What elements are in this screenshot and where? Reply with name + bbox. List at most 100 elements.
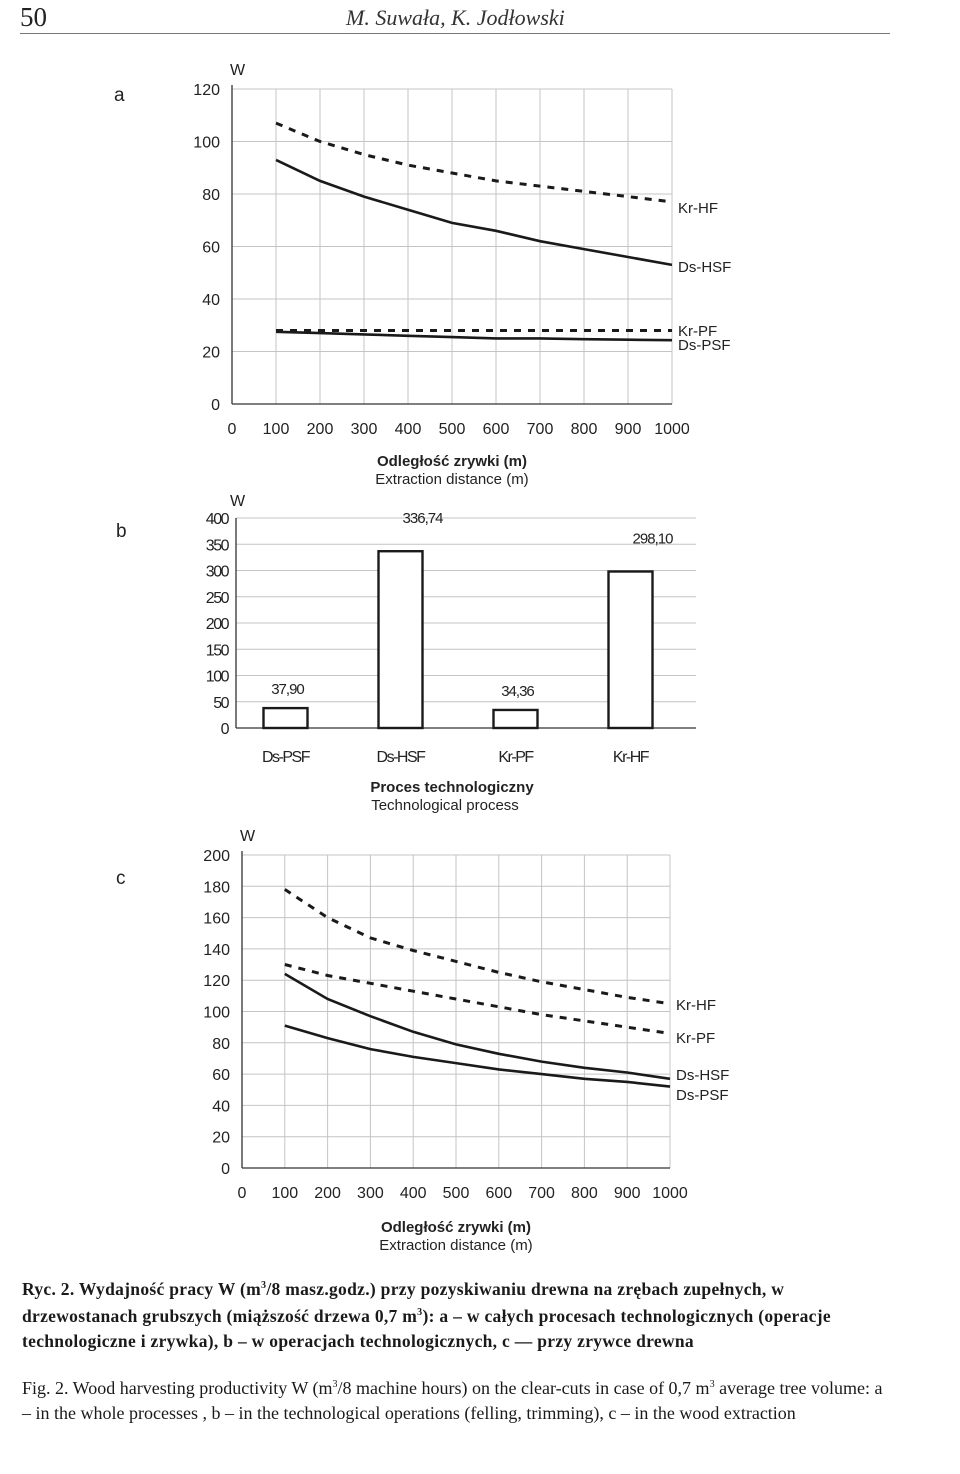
y-tick-label: 60 bbox=[212, 1067, 230, 1084]
chart-panel-c: c W 0 20 40 60 80 100 120 140 160 180 200 0 100 200 300 4… bbox=[116, 828, 729, 1254]
y-axis-label: W bbox=[230, 493, 246, 510]
y-tick-label: 150 bbox=[206, 642, 230, 659]
y-tick-label: 100 bbox=[206, 669, 230, 686]
panel-label: c bbox=[116, 868, 126, 889]
series-label: Ds-HSF bbox=[676, 1067, 729, 1084]
panel-label: b bbox=[116, 521, 127, 542]
y-tick-label: 300 bbox=[206, 564, 230, 581]
series-line-ds-psf bbox=[275, 330, 673, 342]
x-category-label: Kr-PF bbox=[498, 749, 534, 766]
x-tick-label: 800 bbox=[571, 1185, 598, 1202]
series-label: Ds-PSF bbox=[678, 337, 731, 354]
series-label: Ds-PSF bbox=[676, 1087, 729, 1104]
x-tick-label: 0 bbox=[238, 1185, 247, 1202]
x-tick-label: 100 bbox=[263, 421, 290, 438]
page-header: 50 M. Suwała, K. Jodłowski bbox=[0, 0, 960, 34]
panel-label: a bbox=[114, 85, 125, 106]
x-category-label: Ds-PSF bbox=[262, 749, 311, 766]
x-tick-label: 700 bbox=[527, 421, 554, 438]
page-number: 50 bbox=[20, 2, 47, 32]
caption-pl-part2: /8 masz.godz.) przy pozyskiwaniu drewna … bbox=[22, 1278, 785, 1327]
y-tick-label: 20 bbox=[212, 1130, 230, 1147]
y-tick-label: 200 bbox=[206, 616, 230, 633]
y-tick-label: 0 bbox=[221, 721, 230, 738]
x-tick-label: 400 bbox=[395, 421, 422, 438]
y-tick-label: 180 bbox=[203, 879, 230, 896]
x-tick-label: 900 bbox=[614, 1185, 641, 1202]
bar bbox=[607, 570, 654, 730]
x-tick-label: 700 bbox=[528, 1185, 555, 1202]
x-tick-label: 300 bbox=[357, 1185, 384, 1202]
x-tick-label: 500 bbox=[443, 1185, 470, 1202]
bar bbox=[492, 708, 539, 730]
y-axis-label: W bbox=[230, 62, 246, 79]
y-tick-label: 250 bbox=[206, 590, 230, 607]
y-tick-label: 100 bbox=[203, 1005, 230, 1022]
y-tick-label: 140 bbox=[203, 942, 230, 959]
y-tick-label: 50 bbox=[213, 695, 229, 712]
x-tick-label: 500 bbox=[439, 421, 466, 438]
y-tick-label: 40 bbox=[202, 292, 220, 309]
series-line-kr-pf bbox=[284, 963, 671, 1035]
caption-polish: Ryc. 2. Wydajność pracy W (m3/8 masz.god… bbox=[22, 1274, 892, 1353]
series-line-kr-hf bbox=[283, 888, 671, 1006]
x-tick-label: 300 bbox=[351, 421, 378, 438]
x-axis-title-pl: Odległość zrywki (m) bbox=[381, 1219, 531, 1236]
bar-value-label: 34,36 bbox=[501, 683, 534, 700]
bar-value-label: 336,74 bbox=[403, 510, 444, 527]
x-category-label: Ds-HSF bbox=[377, 749, 427, 766]
series-label: Kr-HF bbox=[676, 997, 716, 1014]
x-tick-label: 100 bbox=[271, 1185, 298, 1202]
bar bbox=[377, 550, 424, 730]
y-tick-label: 120 bbox=[203, 973, 230, 990]
x-axis-title-en: Extraction distance (m) bbox=[375, 471, 528, 488]
caption-pl-sup1: 3 bbox=[261, 1280, 267, 1291]
caption-en-sup1: 3 bbox=[332, 1379, 338, 1390]
caption-en-sup2: 3 bbox=[709, 1379, 715, 1390]
x-tick-label: 600 bbox=[485, 1185, 512, 1202]
caption-en-part1: Fig. 2. Wood harvesting productivity W (… bbox=[22, 1378, 333, 1398]
x-tick-label: 800 bbox=[571, 421, 598, 438]
y-tick-label: 0 bbox=[211, 397, 220, 414]
y-tick-label: 0 bbox=[221, 1161, 230, 1178]
series-line-ds-psf bbox=[284, 1024, 671, 1088]
y-tick-label: 400 bbox=[206, 511, 230, 528]
header-rule bbox=[20, 33, 890, 34]
x-axis-title-pl: Proces technologiczny bbox=[370, 779, 534, 796]
bar-value-label: 298,10 bbox=[633, 530, 674, 547]
y-tick-label: 80 bbox=[212, 1036, 230, 1053]
x-axis-title-en: Extraction distance (m) bbox=[379, 1237, 532, 1254]
y-axis-label: W bbox=[240, 828, 256, 845]
bar-value-label: 37,90 bbox=[271, 681, 304, 698]
x-category-label: Kr-HF bbox=[613, 749, 650, 766]
y-tick-label: 20 bbox=[202, 345, 220, 362]
y-tick-label: 160 bbox=[203, 911, 230, 928]
bar bbox=[262, 706, 309, 730]
caption-en-part2: /8 machine hours) on the clear-cuts in c… bbox=[337, 1378, 710, 1398]
series-label: Kr-PF bbox=[678, 323, 717, 340]
caption-pl-part3: ): a – w całych procesach technologiczny… bbox=[22, 1306, 831, 1351]
x-axis-title-pl: Odległość zrywki (m) bbox=[377, 453, 527, 470]
caption-english: Fig. 2. Wood harvesting productivity W (… bbox=[22, 1373, 892, 1425]
y-tick-label: 200 bbox=[203, 848, 230, 865]
running-authors: M. Suwała, K. Jodłowski bbox=[346, 5, 565, 30]
x-tick-label: 900 bbox=[615, 421, 642, 438]
series-line-ds-hsf bbox=[284, 972, 671, 1081]
chart-panel-b: b W 0 50 100 150 200 250 300 350 400 37,90 Ds-PSF 336… bbox=[116, 493, 696, 814]
y-tick-label: 100 bbox=[193, 135, 220, 152]
y-tick-label: 60 bbox=[202, 240, 220, 257]
series-label: Ds-HSF bbox=[678, 259, 731, 276]
x-tick-label: 1000 bbox=[654, 421, 690, 438]
series-line-kr-hf bbox=[275, 121, 673, 204]
chart-panel-a: a W 0 20 40 60 80 100 120 0 100 200 300 400 500 600 700 8… bbox=[114, 62, 731, 488]
series-label: Kr-HF bbox=[678, 200, 718, 217]
x-tick-label: 200 bbox=[307, 421, 334, 438]
caption-pl-sup2: 3 bbox=[417, 1307, 423, 1319]
y-tick-label: 120 bbox=[193, 82, 220, 99]
x-tick-label: 1000 bbox=[652, 1185, 688, 1202]
y-tick-label: 40 bbox=[212, 1098, 230, 1115]
x-tick-label: 200 bbox=[314, 1185, 341, 1202]
y-tick-label: 350 bbox=[206, 537, 230, 554]
